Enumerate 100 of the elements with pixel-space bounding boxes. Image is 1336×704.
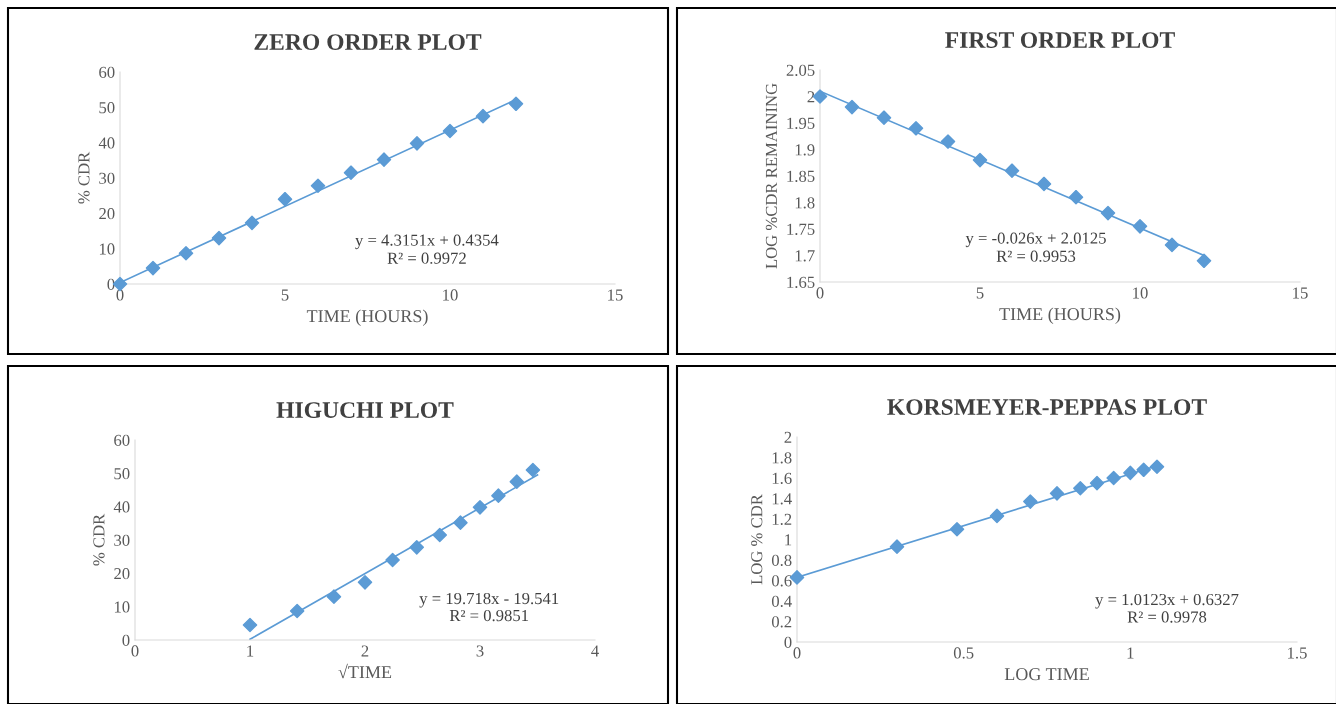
y-tick-label: 1.65 (787, 276, 815, 289)
y-tick-label: 1.6 (772, 472, 792, 485)
x-tick-label: 0.5 (953, 647, 974, 659)
chart-title: HIGUCHI PLOT (276, 402, 454, 419)
y-tick-label: 0.4 (771, 595, 792, 608)
y-tick-label: 10 (99, 243, 115, 255)
y-tick-label: 50 (99, 102, 115, 114)
x-tick-label: 0 (816, 287, 824, 299)
y-tick-label: 30 (114, 534, 130, 546)
y-tick-label: 0.8 (771, 554, 792, 567)
x-tick-label: 1 (1127, 647, 1134, 659)
point (972, 152, 988, 168)
point (145, 260, 161, 276)
annotation: R² = 0.9972 (387, 252, 466, 264)
point (409, 540, 425, 555)
point (908, 121, 924, 136)
y-tick-label: 1.85 (787, 170, 815, 183)
y-tick-label: 0.2 (771, 616, 792, 628)
y-tick-label: 1 (785, 534, 792, 546)
point (1132, 219, 1148, 234)
y-tick-label: 30 (99, 172, 115, 184)
y-tick-label: 2 (807, 91, 815, 103)
point (1036, 176, 1052, 192)
y-tick-label: 1.7 (795, 250, 815, 262)
point (1106, 470, 1121, 486)
annotation: R² = 0.9978 (1127, 611, 1207, 623)
annotation: y = 19.718x - 19.541 (419, 592, 559, 608)
point (277, 191, 293, 207)
point (453, 515, 468, 530)
point (1073, 480, 1088, 496)
point (242, 617, 258, 633)
x-axis-title: LOG TIME (1004, 668, 1089, 681)
y-tick-label: 0 (784, 636, 792, 648)
x-axis-title: TIME (HOURS) (999, 307, 1121, 324)
chart-title: KORSMEYER-PEPPAS PLOT (887, 399, 1207, 416)
point (1023, 494, 1038, 509)
y-tick-label: 1.9 (795, 144, 815, 156)
x-tick-label: 4 (591, 645, 599, 657)
x-axis-title: TIME (HOURS) (306, 309, 428, 326)
x-tick-label: 1 (247, 645, 254, 657)
point (525, 462, 541, 478)
y-tick-label: 2.05 (786, 64, 815, 77)
x-tick-label: 2 (361, 645, 369, 657)
point (178, 245, 194, 261)
point (876, 110, 892, 125)
point (211, 230, 227, 246)
point (509, 474, 525, 489)
point (432, 527, 448, 543)
point (1068, 189, 1084, 205)
point (385, 552, 400, 568)
point (1100, 205, 1116, 221)
point (409, 136, 425, 151)
point (326, 589, 342, 604)
y-tick-label: 60 (99, 66, 115, 78)
annotation: y = -0.026x + 2.0125 (965, 232, 1106, 248)
y-tick-label: 1.75 (787, 223, 815, 236)
y-tick-label: 0 (122, 634, 130, 646)
y-tick-label: 2 (784, 431, 792, 443)
point (1136, 462, 1151, 478)
point (508, 96, 524, 112)
y-tick-label: 20 (99, 208, 115, 220)
annotation: y = 1.0123x + 0.6327 (1095, 593, 1239, 609)
point (1004, 163, 1020, 178)
y-tick-label: 40 (113, 501, 130, 513)
annotation: R² = 0.9851 (449, 609, 529, 622)
x-tick-label: 10 (1133, 287, 1148, 299)
y-tick-label: 1.2 (772, 513, 792, 526)
point (1049, 486, 1065, 501)
point (472, 500, 488, 515)
point (1164, 237, 1180, 253)
x-axis-title: √TIME (338, 663, 392, 679)
point (989, 508, 1005, 524)
point (244, 215, 260, 231)
point (343, 165, 359, 180)
point (889, 539, 905, 554)
y-tick-label: 40 (98, 137, 115, 149)
point (289, 603, 305, 619)
y-tick-label: 50 (114, 468, 130, 480)
point (1196, 253, 1212, 269)
point (844, 99, 860, 115)
point (442, 123, 458, 139)
point (1089, 475, 1105, 491)
y-axis-title: % CDR (93, 513, 105, 566)
x-tick-label: 5 (281, 289, 289, 301)
point (475, 108, 491, 124)
y-tick-label: 0.6 (771, 575, 792, 587)
x-tick-label: 15 (608, 289, 623, 301)
point (310, 178, 326, 194)
y-axis-title: % CDR (78, 151, 90, 204)
y-axis-title: LOG %CDR REMAINING (765, 83, 778, 269)
annotation: R² = 0.9953 (996, 250, 1076, 262)
point (376, 152, 392, 167)
point (949, 521, 965, 537)
point (1123, 465, 1138, 481)
x-tick-label: 3 (476, 645, 484, 657)
point (940, 134, 956, 149)
y-tick-label: 1.8 (795, 197, 815, 209)
y-axis-title: LOG % CDR (751, 494, 763, 585)
x-tick-label: 0 (131, 645, 139, 657)
y-tick-label: 10 (114, 601, 130, 613)
